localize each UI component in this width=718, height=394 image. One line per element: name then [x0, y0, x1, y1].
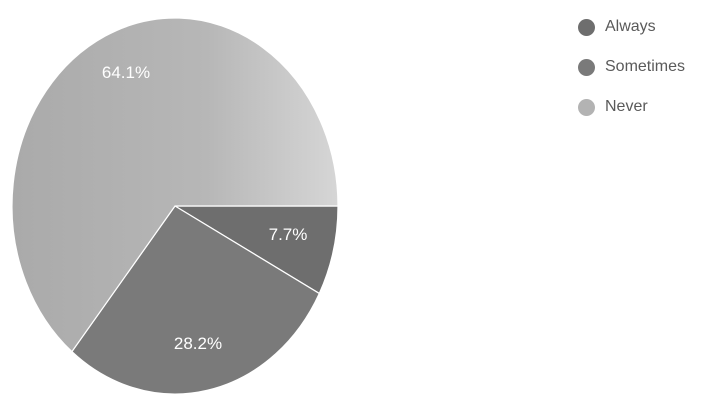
slice-label-never: 64.1%: [102, 63, 150, 82]
legend-swatch-sometimes: [578, 58, 595, 76]
legend: Always Sometimes Never: [578, 14, 718, 134]
pie-slice-sometimes: [71, 205, 321, 394]
pie-slice-labels: 7.7% 28.2% 64.1%: [102, 63, 307, 353]
pie-slices: [11, 17, 339, 394]
legend-label-sometimes: Sometimes: [605, 58, 686, 75]
legend-item-sometimes: Sometimes: [578, 54, 718, 80]
legend-item-never: Never: [578, 94, 718, 120]
slice-label-sometimes: 28.2%: [174, 334, 222, 353]
pie-slice-never: [11, 17, 339, 353]
legend-label-never: Never: [605, 98, 648, 115]
slice-label-always: 7.7%: [269, 225, 308, 244]
legend-swatch-never: [578, 98, 595, 116]
legend-item-always: Always: [578, 14, 718, 40]
legend-label-always: Always: [605, 18, 656, 35]
legend-swatch-always: [578, 18, 595, 36]
